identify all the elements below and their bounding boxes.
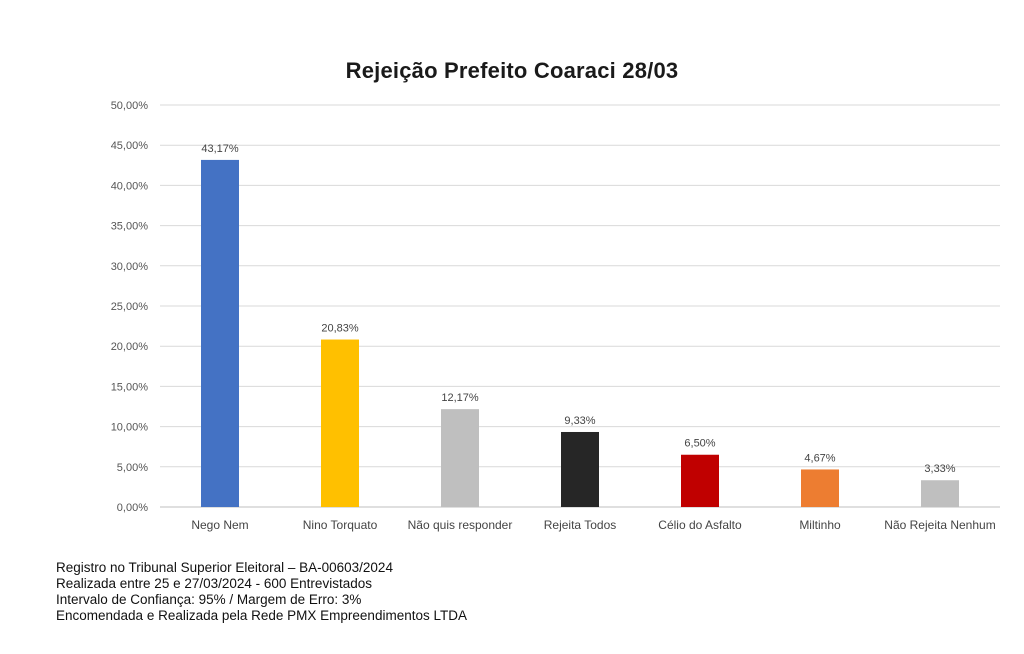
y-tick-label: 40,00% xyxy=(111,180,149,192)
category-label: Nino Torquato xyxy=(303,518,378,532)
data-label: 43,17% xyxy=(201,143,239,155)
y-tick-label: 5,00% xyxy=(117,462,148,474)
y-tick-label: 45,00% xyxy=(111,140,149,152)
category-label: Miltinho xyxy=(799,518,841,532)
category-labels: Nego Nem Nino Torquato Não quis responder R… xyxy=(191,518,995,532)
y-axis-tick-labels: 0,00% 5,00% 10,00% 15,00% 20,00% 25,00% 30,00%… xyxy=(111,100,149,514)
y-tick-label: 20,00% xyxy=(111,341,149,353)
data-label: 3,33% xyxy=(924,463,955,475)
footnote-registration: Registro no Tribunal Superior Eleitoral … xyxy=(56,560,393,575)
bar xyxy=(921,480,959,507)
footnote-period: Realizada entre 25 e 27/03/2024 - 600 En… xyxy=(56,576,372,591)
data-label: 20,83% xyxy=(321,323,359,335)
data-label: 12,17% xyxy=(441,392,479,404)
data-label: 6,50% xyxy=(684,438,715,450)
y-tick-label: 15,00% xyxy=(111,381,149,393)
bar-chart: 0,00% 5,00% 10,00% 15,00% 20,00% 25,00% 30,00%… xyxy=(111,100,1000,532)
y-tick-label: 50,00% xyxy=(111,100,149,112)
bar xyxy=(201,159,239,507)
bars xyxy=(201,159,959,507)
y-tick-label: 25,00% xyxy=(111,301,149,313)
data-labels: 43,17% 20,83% 12,17% 9,33% 6,50% 4,67% 3,33% xyxy=(201,143,955,475)
bar xyxy=(321,339,359,507)
bar xyxy=(801,469,839,507)
category-label: Rejeita Todos xyxy=(544,518,617,532)
y-tick-label: 10,00% xyxy=(111,422,149,434)
bar xyxy=(441,409,479,507)
category-label: Célio do Asfalto xyxy=(658,518,742,532)
category-label: Não quis responder xyxy=(408,518,513,532)
chart-title: Rejeição Prefeito Coaraci 28/03 xyxy=(345,58,679,83)
category-label: Não Rejeita Nenhum xyxy=(884,518,995,532)
y-tick-label: 0,00% xyxy=(117,502,148,514)
y-tick-label: 30,00% xyxy=(111,261,149,273)
footnote-commissioner: Encomendada e Realizada pela Rede PMX Em… xyxy=(56,608,467,623)
data-label: 4,67% xyxy=(804,452,835,464)
footnote-confidence: Intervalo de Confiança: 95% / Margem de … xyxy=(56,592,362,607)
bar xyxy=(681,454,719,507)
bar xyxy=(561,431,599,507)
data-label: 9,33% xyxy=(564,415,595,427)
survey-footnotes: Registro no Tribunal Superior Eleitoral … xyxy=(56,560,467,624)
category-label: Nego Nem xyxy=(191,518,248,532)
y-tick-label: 35,00% xyxy=(111,221,149,233)
